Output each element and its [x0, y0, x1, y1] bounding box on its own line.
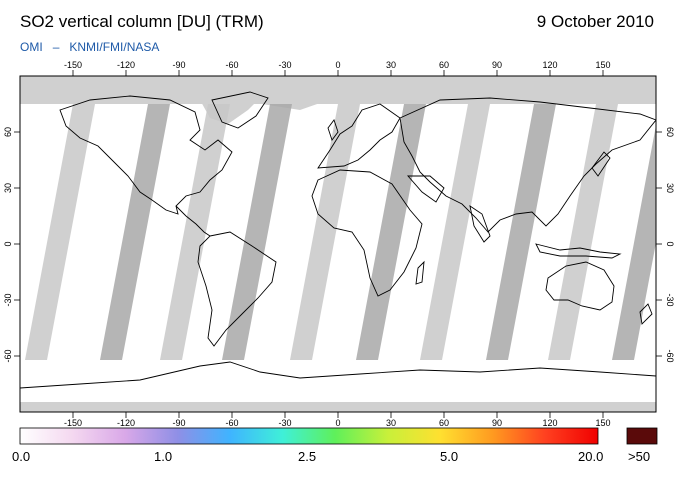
map-date: 9 October 2010 — [536, 12, 654, 31]
lat-tick-label: -30 — [3, 293, 13, 306]
lat-tick-label: 30 — [665, 183, 675, 193]
map-title: SO2 vertical column [DU] (TRM) — [20, 12, 264, 31]
colorbar-gradient — [19, 427, 599, 445]
lon-tick-label: -60 — [225, 418, 238, 428]
lon-tick-label: -60 — [225, 60, 238, 70]
lon-tick-label: 150 — [595, 60, 610, 70]
coastline-greenland — [211, 91, 269, 129]
lon-tick-label: 120 — [542, 418, 557, 428]
colorbar-label-0: 0.0 — [12, 449, 31, 464]
coastline-japan — [591, 151, 611, 177]
colorbar-label-1: 1.0 — [154, 449, 173, 464]
orbit-swath — [222, 104, 292, 360]
lat-tick-label: -60 — [665, 349, 675, 362]
coastline-north-america — [59, 95, 233, 215]
lat-tick-label: 0 — [665, 241, 675, 246]
lon-tick-label: 150 — [595, 418, 610, 428]
colorbar-overflow-label: >50 — [628, 449, 651, 464]
orbit-swaths — [25, 104, 656, 360]
credit-line: OMI – KNMI/FMI/NASA — [20, 40, 159, 54]
lon-tick-label: 120 — [542, 60, 557, 70]
coastline-africa — [311, 169, 423, 297]
orbit-swath — [160, 104, 230, 360]
lon-tick-label: 60 — [439, 418, 449, 428]
orbit-swath — [290, 104, 360, 360]
coastline-uk — [327, 119, 339, 141]
lon-tick-label: -90 — [172, 418, 185, 428]
credit-agencies: KNMI/FMI/NASA — [69, 40, 160, 54]
lon-tick-label: 30 — [386, 60, 396, 70]
orbit-swath — [100, 104, 170, 360]
coastline-australia — [545, 261, 615, 311]
orbit-swath — [486, 104, 556, 360]
colorbar-overflow-swatch — [626, 427, 658, 445]
coastline-india — [469, 205, 491, 243]
lon-tick-label: -90 — [172, 60, 185, 70]
orbit-swath — [612, 125, 656, 360]
lat-tick-label: 60 — [3, 127, 13, 137]
coastline-south-america — [197, 231, 277, 347]
orbit-swath — [420, 104, 490, 360]
credit-separator: – — [52, 40, 60, 54]
orbit-swath — [25, 104, 95, 360]
lon-tick-label: 0 — [335, 60, 340, 70]
lon-tick-label: 30 — [386, 418, 396, 428]
coastlines — [20, 91, 656, 389]
lon-tick-label: -30 — [278, 60, 291, 70]
colorbar-label-4: 20.0 — [578, 449, 604, 464]
lon-tick-label: 90 — [492, 418, 502, 428]
coastline-antarctica — [20, 361, 656, 389]
lon-tick-label: -120 — [117, 60, 135, 70]
lon-tick-label: -150 — [64, 60, 82, 70]
south-no-data-region — [20, 402, 656, 412]
lat-tick-label: 0 — [3, 241, 13, 246]
lon-tick-label: 0 — [335, 418, 340, 428]
lat-tick-label: 60 — [665, 127, 675, 137]
coastline-central-america — [175, 205, 211, 237]
orbit-swath — [356, 104, 426, 360]
lon-tick-label: -120 — [117, 418, 135, 428]
lon-tick-label: 60 — [439, 60, 449, 70]
north-no-data-region — [20, 76, 656, 104]
map-area — [20, 76, 656, 412]
colorbar-label-2: 2.5 — [298, 449, 317, 464]
coastline-new-zealand — [639, 303, 653, 325]
coastline-indonesia — [535, 243, 622, 259]
coastline-asia — [399, 97, 656, 233]
lat-tick-label: -30 — [665, 293, 675, 306]
map-axis-ticks: -150 -150 -120 -120 -90 -90 -60 -60 -30 -30 0 0 30 30… — [3, 60, 675, 428]
lat-tick-label: -60 — [3, 349, 13, 362]
colorbar-label-3: 5.0 — [440, 449, 459, 464]
orbit-swath — [548, 104, 618, 360]
lon-tick-label: -150 — [64, 418, 82, 428]
lat-tick-label: 30 — [3, 183, 13, 193]
credit-instrument: OMI — [20, 40, 43, 54]
lon-tick-label: -30 — [278, 418, 291, 428]
lon-tick-label: 90 — [492, 60, 502, 70]
coastline-arabia — [407, 175, 445, 203]
coastline-madagascar — [415, 260, 425, 285]
